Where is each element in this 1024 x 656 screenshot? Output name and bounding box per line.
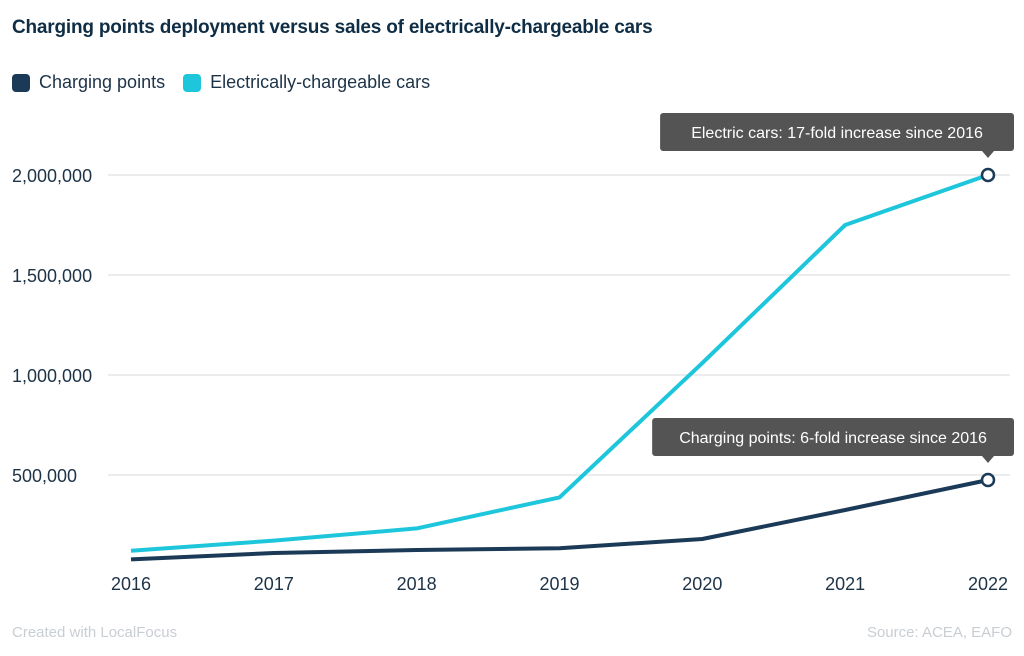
annotation-box (660, 113, 1014, 151)
y-tick-label: 2,000,000 (12, 166, 92, 186)
legend-label: Electrically-chargeable cars (210, 72, 431, 92)
y-tick-label: 1,500,000 (12, 266, 92, 286)
y-tick-label: 1,000,000 (12, 366, 92, 386)
annotation-pointer (982, 151, 994, 158)
x-tick-label: 2017 (254, 574, 294, 594)
legend-label: Charging points (39, 72, 166, 92)
annotation-pointer (982, 456, 994, 463)
x-tick-label: 2022 (968, 574, 1008, 594)
highlight-point (980, 167, 996, 183)
series-line-charging-points (130, 478, 989, 562)
series-line-electric-cars (130, 173, 989, 553)
legend-swatch (183, 73, 202, 92)
highlight-point (980, 472, 996, 488)
chart-title: Charging points deployment versus sales … (12, 17, 653, 38)
legend-item-charging-points[interactable]: Charging points (12, 72, 165, 93)
y-tick-label: 500,000 (12, 466, 77, 486)
credit-text: Created with LocalFocus (12, 624, 178, 641)
x-tick-label: 2021 (825, 574, 865, 594)
legend-item-electric-cars[interactable]: Electrically-chargeable cars (183, 72, 430, 93)
annotation-text: Electric cars: 17-fold increase since 20… (691, 125, 983, 142)
legend: Charging points Electrically-chargeable … (12, 72, 430, 93)
annotation-text: Charging points: 6-fold increase since 2… (679, 430, 987, 447)
legend-swatch (12, 73, 30, 92)
source-text: Source: ACEA, EAFO (866, 624, 1012, 641)
x-tick-label: 2016 (111, 574, 151, 594)
x-tick-label: 2020 (682, 574, 722, 594)
annotation-box (652, 418, 1014, 456)
x-tick-label: 2019 (539, 574, 579, 594)
x-tick-label: 2018 (397, 574, 437, 594)
